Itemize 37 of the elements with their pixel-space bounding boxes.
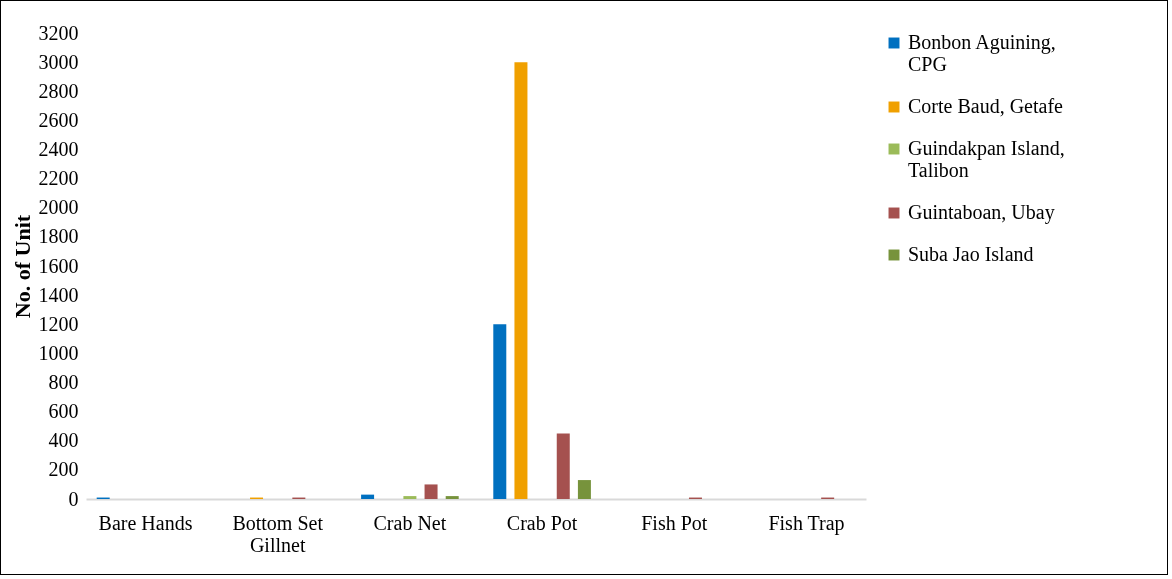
y-tick-label: 1800 [38,225,79,248]
y-tick-label: 3200 [38,21,79,44]
x-tick-label: Bare Hands [98,511,193,534]
bar [403,496,417,499]
y-tick-label: 2800 [38,79,79,102]
bar [424,484,438,499]
legend-label: Corte Baud, Getafe [908,95,1064,117]
bar [556,433,570,499]
bar [577,480,591,499]
legend-label: Guintaboan, Ubay [908,201,1055,224]
legend-label: Guindakpan Island, Talibon [908,137,1065,181]
x-tick-label: Crab Pot [506,511,578,534]
bar [361,494,375,499]
y-tick-label: 2200 [38,167,79,190]
y-axis-title: No. of Unit [9,214,35,319]
x-tick-label: Bottom Set Gillnet [232,511,324,556]
legend-label: Suba Jao Island [908,243,1034,265]
y-tick-label: 3000 [38,50,79,73]
y-tick-label: 0 [68,487,79,510]
x-tick-label: Fish Trap [768,511,845,535]
y-tick-label: 800 [48,371,79,393]
y-tick-label: 2400 [38,138,79,160]
y-tick-label: 1400 [38,283,79,306]
y-tick-label: 200 [48,458,79,481]
x-tick-label: Crab Net [373,511,447,534]
y-tick-label: 1600 [38,254,79,277]
bar [514,62,528,499]
y-tick-label: 400 [48,429,79,452]
y-tick-label: 1200 [38,312,79,335]
legend-label: Bonbon Aguining, CPG [908,31,1056,75]
y-tick-label: 2600 [38,108,79,131]
x-tick-label: Fish Pot [641,511,708,534]
y-tick-label: 600 [48,400,79,423]
y-tick-label: 2000 [38,196,79,219]
bar [493,324,507,499]
y-tick-label: 1000 [38,341,79,364]
bar [445,496,459,499]
